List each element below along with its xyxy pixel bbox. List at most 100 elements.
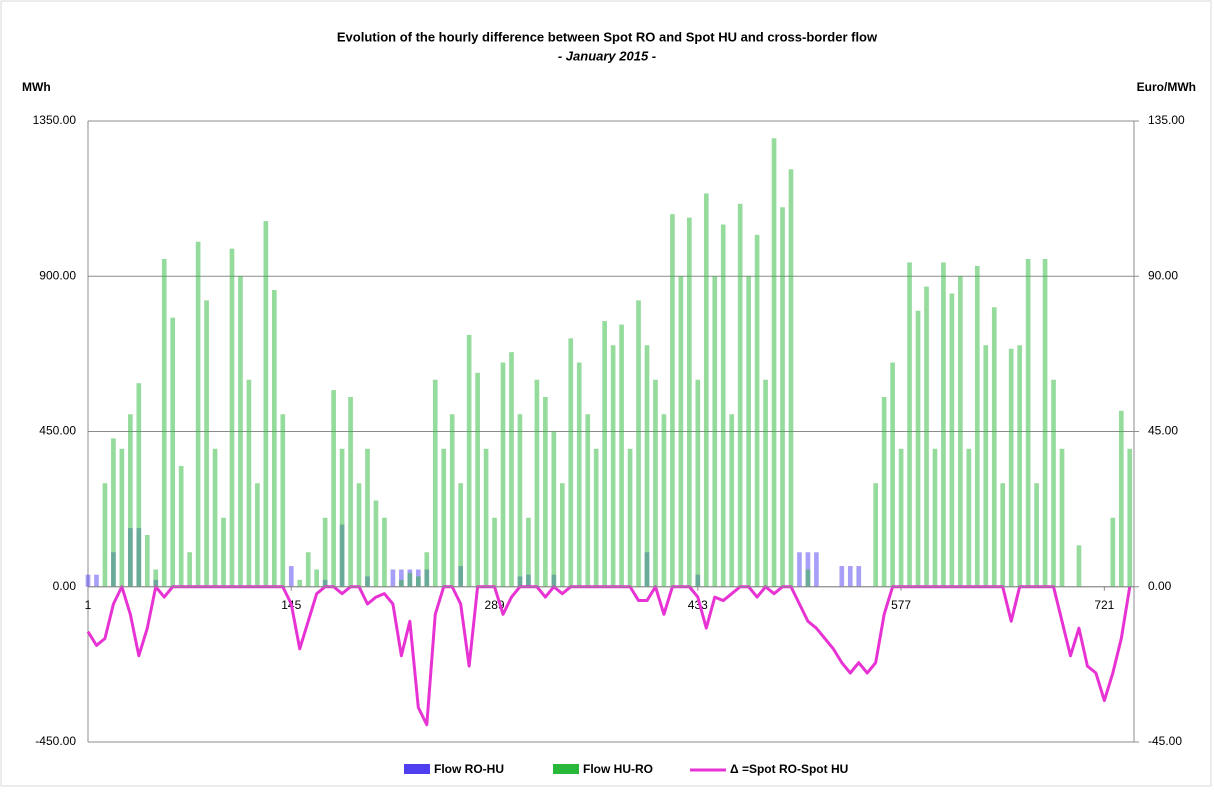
bar: [458, 483, 463, 587]
bar: [907, 262, 912, 587]
bar: [475, 372, 480, 587]
y2-tick-label: 90.00: [1148, 268, 1178, 282]
bar: [322, 517, 328, 587]
bar: [1110, 517, 1116, 587]
bar: [610, 345, 616, 587]
bar: [356, 483, 362, 587]
bar: [805, 569, 811, 587]
bar: [543, 397, 548, 587]
bar: [746, 276, 751, 587]
bar: [695, 379, 701, 587]
x-tick-label: 433: [688, 598, 708, 612]
bar: [407, 572, 413, 587]
bar: [949, 293, 955, 587]
bar: [678, 276, 684, 587]
bar: [221, 517, 226, 587]
legend-label: Δ =Spot RO-Spot HU: [730, 762, 848, 776]
bar: [288, 566, 294, 587]
bar: [178, 466, 184, 587]
bar: [966, 448, 972, 587]
bar: [1025, 259, 1031, 587]
bar: [229, 248, 235, 587]
bar: [492, 517, 497, 587]
y-tick-label: -450.00: [35, 734, 76, 748]
bar: [551, 431, 557, 587]
bar: [729, 414, 735, 587]
bar: [797, 552, 802, 587]
bar: [449, 414, 455, 587]
bar: [85, 574, 91, 587]
bar: [399, 569, 404, 587]
bar: [1051, 379, 1056, 587]
bar: [1059, 448, 1065, 587]
bar: [814, 552, 819, 587]
bar: [856, 566, 862, 587]
bar: [881, 397, 887, 587]
bar: [737, 203, 743, 587]
y2-tick-label: 135.00: [1148, 113, 1185, 127]
bar: [915, 310, 921, 587]
bar: [526, 517, 531, 587]
bar: [390, 569, 396, 587]
bar: [661, 414, 667, 587]
bar: [559, 483, 565, 587]
bar: [1127, 448, 1133, 587]
bar: [255, 483, 260, 587]
legend-swatch: [404, 764, 430, 774]
bar: [119, 448, 125, 587]
bar: [576, 362, 582, 587]
y-tick-label: 450.00: [39, 424, 76, 438]
bar: [585, 414, 591, 587]
bar: [653, 379, 658, 587]
bar: [687, 217, 692, 587]
bar: [754, 234, 760, 587]
bar: [771, 138, 777, 587]
bar: [1042, 259, 1048, 587]
bar: [314, 569, 320, 587]
bar: [305, 552, 311, 587]
bar: [204, 300, 209, 587]
bar: [780, 207, 785, 587]
bar: [170, 317, 176, 587]
bar: [636, 300, 641, 587]
x-tick-label: 721: [1094, 598, 1114, 612]
bar: [111, 438, 116, 587]
bar: [348, 397, 353, 587]
bar: [619, 324, 624, 587]
bar: [297, 579, 303, 587]
y2-tick-label: -45.00: [1148, 734, 1182, 748]
bar: [720, 224, 726, 587]
bar: [280, 414, 286, 587]
bar: [441, 448, 447, 587]
bar: [365, 448, 370, 587]
bar: [415, 576, 421, 587]
y-tick-label: 1350.00: [33, 113, 77, 127]
bar: [593, 448, 599, 587]
bar: [1008, 348, 1014, 587]
bar: [466, 334, 472, 587]
bar: [763, 379, 768, 587]
bar: [144, 535, 150, 587]
bar: [263, 221, 269, 587]
legend-label: Flow HU-RO: [583, 762, 653, 776]
x-tick-label: 577: [891, 598, 911, 612]
bar: [500, 362, 506, 587]
bar: [788, 169, 794, 587]
y2-axis-label: Euro/MWh: [1137, 80, 1196, 94]
bar: [924, 286, 929, 587]
bar: [1000, 483, 1006, 587]
bar: [238, 276, 243, 587]
bar: [712, 276, 718, 587]
chart-subtitle: - January 2015 -: [558, 48, 656, 63]
bar: [509, 352, 514, 587]
bar: [1017, 345, 1022, 587]
bar: [534, 379, 540, 587]
bar: [1118, 410, 1124, 587]
chart-title: Evolution of the hourly difference betwe…: [337, 29, 878, 44]
bar: [890, 362, 895, 587]
bar: [627, 448, 633, 587]
bar: [94, 574, 99, 587]
bar: [644, 345, 650, 587]
y-axis-label: MWh: [22, 80, 51, 94]
